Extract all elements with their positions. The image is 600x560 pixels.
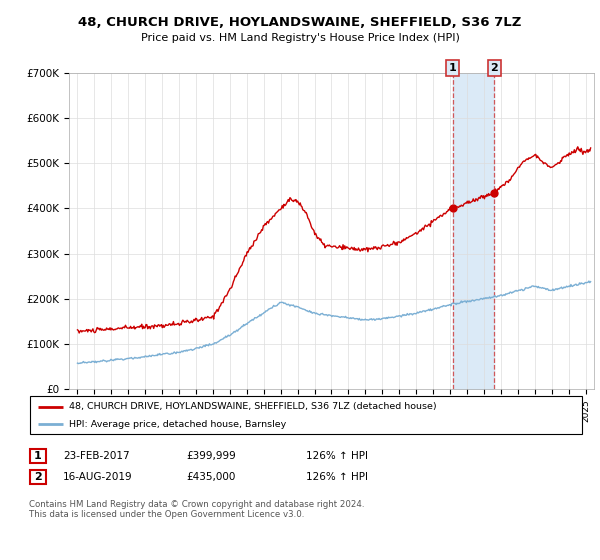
Text: 2: 2: [34, 472, 41, 482]
Text: Contains HM Land Registry data © Crown copyright and database right 2024.
This d: Contains HM Land Registry data © Crown c…: [29, 500, 364, 519]
Text: 1: 1: [34, 451, 41, 461]
Text: Price paid vs. HM Land Registry's House Price Index (HPI): Price paid vs. HM Land Registry's House …: [140, 32, 460, 43]
Text: 126% ↑ HPI: 126% ↑ HPI: [306, 451, 368, 461]
Text: 48, CHURCH DRIVE, HOYLANDSWAINE, SHEFFIELD, S36 7LZ (detached house): 48, CHURCH DRIVE, HOYLANDSWAINE, SHEFFIE…: [68, 402, 436, 411]
Text: 48, CHURCH DRIVE, HOYLANDSWAINE, SHEFFIELD, S36 7LZ: 48, CHURCH DRIVE, HOYLANDSWAINE, SHEFFIE…: [79, 16, 521, 29]
Text: 2: 2: [491, 63, 498, 73]
Text: 1: 1: [449, 63, 457, 73]
Text: £435,000: £435,000: [186, 472, 235, 482]
Text: HPI: Average price, detached house, Barnsley: HPI: Average price, detached house, Barn…: [68, 420, 286, 429]
Text: £399,999: £399,999: [186, 451, 236, 461]
Text: 23-FEB-2017: 23-FEB-2017: [63, 451, 130, 461]
Text: 126% ↑ HPI: 126% ↑ HPI: [306, 472, 368, 482]
Text: 16-AUG-2019: 16-AUG-2019: [63, 472, 133, 482]
